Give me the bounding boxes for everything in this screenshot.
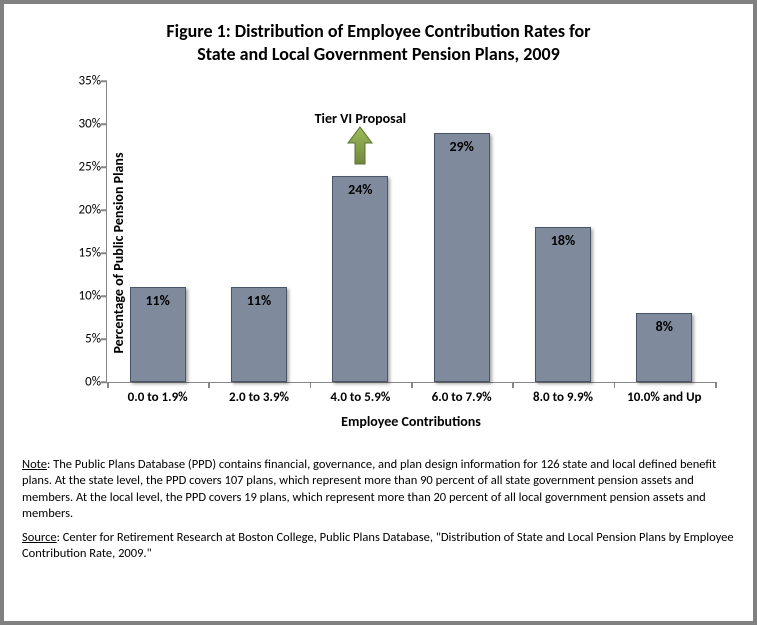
y-tick-label: 5% <box>61 332 101 347</box>
note-paragraph: Note: The Public Plans Database (PPD) co… <box>22 457 735 522</box>
bar: 24% <box>332 176 388 382</box>
x-tick-mark <box>208 382 210 388</box>
chart-area: Percentage of Public Pension Plans 0%5%1… <box>22 73 735 433</box>
chart-title-line1: Figure 1: Distribution of Employee Contr… <box>166 20 590 42</box>
x-tick-mark <box>107 382 109 388</box>
plot-region: 0%5%10%15%20%25%30%35% 11%11%24%29%18%8%… <box>106 81 715 383</box>
chart-title-line2: State and Local Government Pension Plans… <box>197 43 560 65</box>
arrow-up-icon <box>347 126 373 171</box>
source-label: Source <box>22 530 57 545</box>
bar: 8% <box>636 313 692 382</box>
note-text: : The Public Plans Database (PPD) contai… <box>22 457 716 521</box>
bar: 29% <box>434 133 490 382</box>
x-category-label: 10.0% and Up <box>627 390 701 405</box>
x-axis-label: Employee Contributions <box>341 413 481 430</box>
y-tick-label: 20% <box>61 203 101 218</box>
bar-value-label: 11% <box>247 292 271 309</box>
bar: 11% <box>130 287 186 382</box>
bar-value-label: 8% <box>656 318 673 335</box>
x-category-label: 2.0 to 3.9% <box>229 390 289 405</box>
x-tick-mark <box>512 382 514 388</box>
x-tick-mark <box>310 382 312 388</box>
note-label: Note <box>22 457 47 472</box>
x-tick-mark <box>715 382 717 388</box>
source-paragraph: Source: Center for Retirement Research a… <box>22 530 735 563</box>
x-category-label: 0.0 to 1.9% <box>128 390 188 405</box>
figure-frame: Figure 1: Distribution of Employee Contr… <box>0 0 757 625</box>
x-category-label: 8.0 to 9.9% <box>533 390 593 405</box>
bar-value-label: 29% <box>449 138 473 155</box>
y-tick-label: 25% <box>61 160 101 175</box>
source-text: : Center for Retirement Research at Bost… <box>22 530 734 561</box>
annotation-text: Tier VI Proposal <box>315 110 407 127</box>
x-category-label: 4.0 to 5.9% <box>330 390 390 405</box>
x-category-label: 6.0 to 7.9% <box>432 390 492 405</box>
y-tick-label: 30% <box>61 117 101 132</box>
bar-value-label: 24% <box>348 181 372 198</box>
chart-title: Figure 1: Distribution of Employee Contr… <box>62 20 695 65</box>
x-tick-mark <box>614 382 616 388</box>
bar-value-label: 11% <box>145 292 169 309</box>
x-tick-mark <box>411 382 413 388</box>
y-tick-label: 10% <box>61 289 101 304</box>
bar: 11% <box>231 287 287 382</box>
bars-container: 11% 11% 24% 29% 18% 8% <box>107 81 715 382</box>
y-tick-label: 15% <box>61 246 101 261</box>
y-tick-label: 35% <box>61 74 101 89</box>
plot-inner: 0%5%10%15%20%25%30%35% 11%11%24%29%18%8%… <box>106 81 715 383</box>
bar: 18% <box>535 227 591 382</box>
y-tick-label: 0% <box>61 375 101 390</box>
bar-value-label: 18% <box>551 232 575 249</box>
footnotes: Note: The Public Plans Database (PPD) co… <box>22 457 735 563</box>
